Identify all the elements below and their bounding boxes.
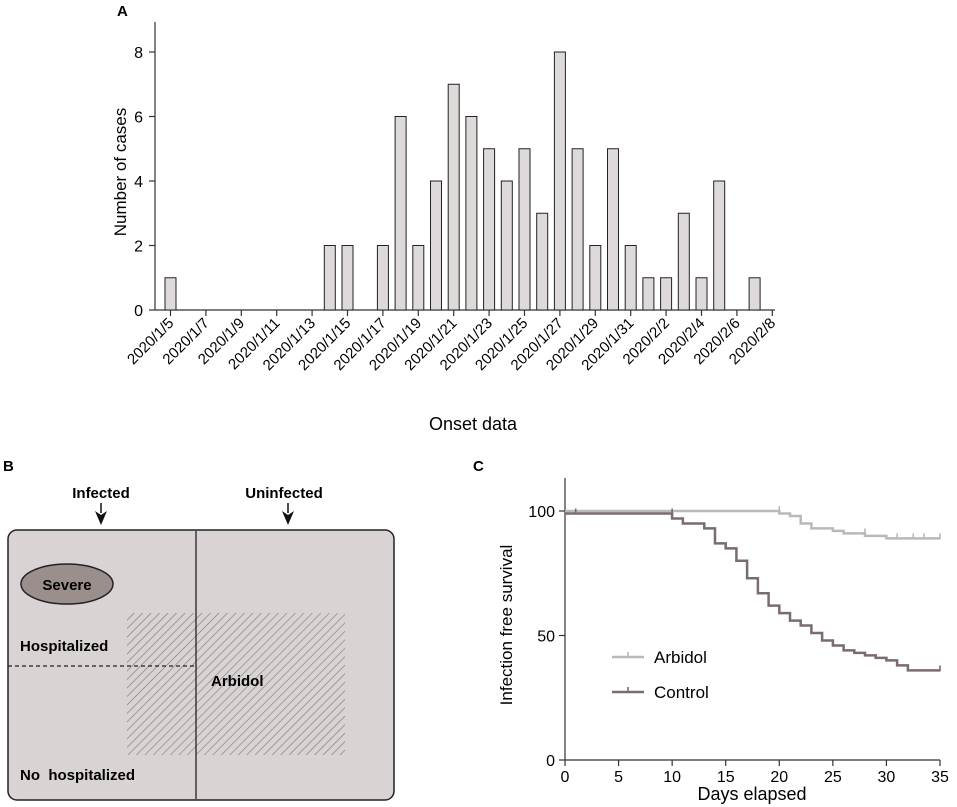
- chart-c-y-tick-label: 50: [537, 629, 555, 646]
- chart-a-bar: [571, 148, 584, 311]
- chart-a-y-tick-label: 2: [134, 239, 143, 256]
- chart-c-y-axis-label: Infection free survival: [497, 545, 516, 706]
- chart-a-bar: [164, 277, 177, 311]
- chart-a-bar: [695, 277, 708, 311]
- chart-a-bar: [500, 180, 513, 311]
- chart-a-bar: [483, 148, 496, 311]
- chart-a-bar: [589, 245, 602, 311]
- chart-a-y-tick-label: 6: [134, 110, 143, 127]
- chart-c-x-axis-label: Days elapsed: [697, 784, 806, 804]
- chart-c-x-tick-label: 25: [824, 769, 842, 786]
- chart-c-x-tick-label: 5: [614, 769, 623, 786]
- chart-a-bar: [518, 148, 531, 311]
- series-line-arbidol: [565, 509, 940, 540]
- arbidol-hatched-region: [127, 613, 345, 755]
- infected-arrowhead: [95, 511, 107, 525]
- chart-a-bar: [412, 245, 425, 311]
- chart-c-y-tick-label: 100: [528, 504, 555, 521]
- chart-a-bar: [624, 245, 637, 311]
- chart-a-bar: [536, 212, 549, 311]
- panel-b-label: B: [3, 458, 14, 475]
- chart-a-y-axis-label: Number of cases: [111, 108, 130, 237]
- diagram-b-infection-groups: Infected Uninfected Severe Hospitalized …: [7, 485, 395, 801]
- panel-c-label: C: [473, 458, 484, 475]
- chart-c-x-tick-label: 10: [663, 769, 681, 786]
- chart-c-x-tick-label: 15: [717, 769, 735, 786]
- chart-c-x-tick-label: 20: [770, 769, 788, 786]
- chart-a-bar: [748, 277, 761, 311]
- chart-a-y-tick-label: 0: [134, 303, 143, 320]
- severe-label: Severe: [42, 577, 91, 594]
- chart-a-y-tick-label: 4: [134, 174, 143, 191]
- chart-a-bar: [394, 116, 407, 311]
- chart-a-y-tick-label: 8: [134, 45, 143, 62]
- hospitalized-label: Hospitalized: [20, 638, 108, 655]
- chart-a-x-axis-label: Onset data: [429, 414, 518, 434]
- no-hospitalized-label: No hospitalized: [20, 767, 135, 784]
- severe-oval: [20, 563, 114, 605]
- chart-a-bar: [713, 180, 726, 311]
- chart-c-y-tick-label: 0: [546, 753, 555, 770]
- series-line-control: [565, 512, 940, 672]
- legend-label-control: Control: [654, 683, 709, 702]
- chart-a-bar: [660, 277, 673, 311]
- chart-a-bar: [323, 245, 336, 311]
- chart-a-bar: [553, 51, 566, 311]
- chart-c-x-tick-label: 35: [931, 769, 949, 786]
- infected-label: Infected: [72, 485, 130, 502]
- arbidol-label: Arbidol: [211, 673, 264, 690]
- uninfected-label: Uninfected: [245, 485, 323, 502]
- panel-a-label: A: [117, 3, 128, 20]
- uninfected-arrowhead: [282, 511, 294, 525]
- chart-a-bar: [677, 212, 690, 311]
- chart-c-x-tick-label: 30: [878, 769, 896, 786]
- chart-a-bar: [607, 148, 619, 311]
- chart-a-bar: [430, 180, 442, 311]
- chart-c-x-tick-label: 0: [561, 769, 570, 786]
- chart-a-bar: [642, 277, 655, 311]
- chart-a-bar: [376, 245, 389, 311]
- chart-c-survival-curve: 0 5 10 15 20 25 30 35 0 50 100 Arbidol Control Infe…: [497, 478, 949, 804]
- chart-a-bar: [465, 116, 478, 311]
- chart-a-bar: [341, 245, 354, 311]
- chart-a-bar: [447, 83, 460, 311]
- legend-label-arbidol: Arbidol: [654, 648, 707, 667]
